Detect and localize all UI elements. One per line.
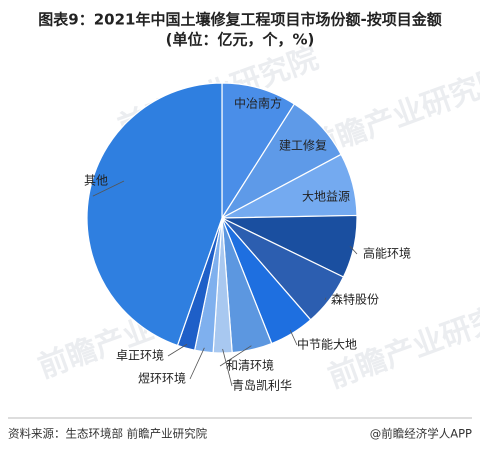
leader-line [167,343,188,357]
slice-label: 卓正环境 [116,348,164,363]
leader-line [219,345,252,367]
source: 资料来源：生态环境部 前瞻产业研究院 [8,427,208,441]
leader-line [324,297,327,301]
leader-line [222,348,233,387]
pie-slice [86,82,223,347]
slice-label: 森特股份 [331,292,379,307]
chart-title: 图表9：2021年中国土壤修复工程项目市场份额-按项目金额 [38,11,441,29]
pie [86,82,358,354]
slice-label: 煜环环境 [138,371,186,386]
slice-label: 中节能大地 [297,337,357,352]
leader-line [189,347,205,380]
chart-title: (单位：亿元，个，%) [166,31,315,49]
slice-label: 大地益源 [302,190,350,204]
slice-label: 和清环境 [226,358,274,373]
credit: @前瞻经济学人APP [370,427,472,441]
leader-line [289,329,298,346]
slice-label: 青岛凯利华 [232,378,292,393]
leader-line [92,180,125,197]
slice-label: 中冶南方 [234,96,282,111]
slice-label: 建工修复 [279,138,327,153]
slice-label: 高能环境 [363,246,411,261]
leader-line [349,245,358,255]
slice-label: 其他 [84,174,108,188]
